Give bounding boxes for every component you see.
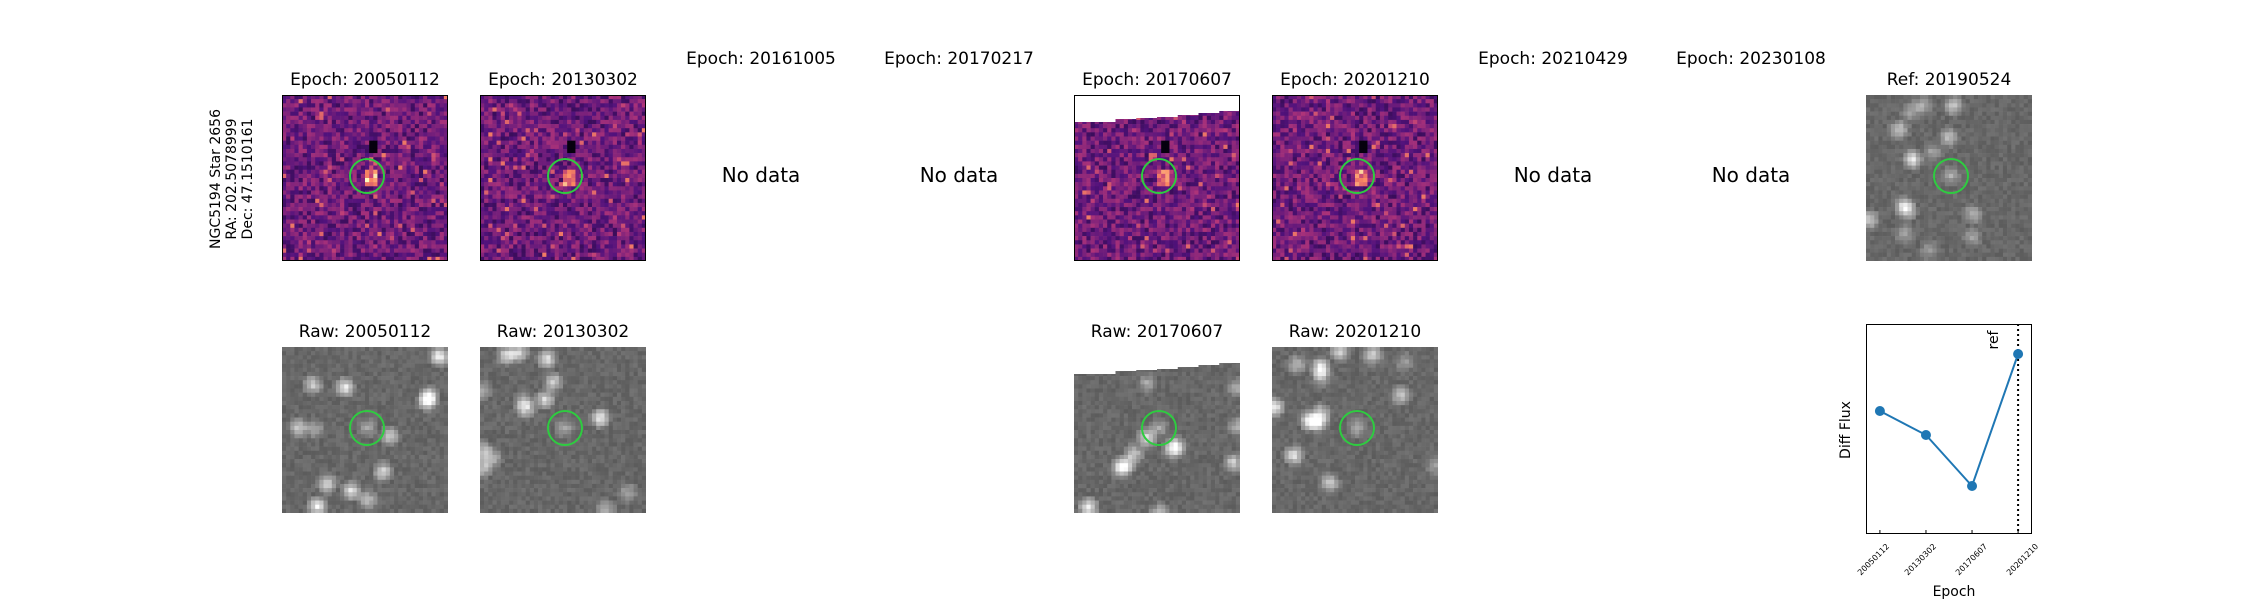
target-name: NGC5194 Star 2656 [208,109,224,249]
diff-title-0: Epoch: 20050112 [290,70,440,90]
diff-title-4: Epoch: 20170607 [1082,70,1232,90]
raw-title-2: Raw: 20170607 [1090,322,1224,342]
diff-title-3: Epoch: 20170217 [884,49,1034,69]
diff-title-6: Epoch: 20210429 [1478,49,1628,69]
diff-title-5: Epoch: 20201210 [1280,70,1430,90]
target-info-label: NGC5194 Star 2656 RA: 202.5078999 Dec: 4… [208,108,256,250]
ref-title: Ref: 20190524 [1886,70,2012,90]
x-tick-label-0: 20050112 [1856,542,1892,578]
diff-image-20201210 [1272,95,1438,261]
plot-frame [1866,324,2032,534]
diff-title-2: Epoch: 20161005 [686,49,836,69]
raw-image-20130302 [480,347,646,513]
raw-title-0: Raw: 20050112 [298,322,432,342]
diff-image-20170607 [1074,95,1240,261]
target-dec: Dec: 47.1510161 [240,118,256,240]
no-data-label-2: No data [721,163,801,187]
target-ra: RA: 202.5078999 [224,118,240,240]
x-tick-label-3: 20201210 [2005,542,2041,578]
data-point-20201210 [2013,349,2024,359]
raw-image-20170607 [1074,347,1240,513]
no-data-label-3: No data [919,163,999,187]
x-tick-label-1: 20130302 [1903,542,1939,578]
diff-image-20050112 [282,95,448,261]
diff-title-7: Epoch: 20230108 [1676,49,1826,69]
raw-title-1: Raw: 20130302 [496,322,630,342]
reference-image [1866,95,2032,261]
series-line [1879,353,2020,488]
data-point-20130302 [1920,430,1931,440]
no-data-label-7: No data [1711,163,1791,187]
raw-image-20201210 [1272,347,1438,513]
data-point-20170607 [1967,481,1978,491]
raw-title-3: Raw: 20201210 [1288,322,1422,342]
x-tick-label-2: 20170607 [1954,542,1990,578]
diff-title-1: Epoch: 20130302 [488,70,638,90]
light-curve-chart [1866,324,2032,534]
raw-image-20050112 [282,347,448,513]
data-point-20050112 [1874,406,1885,416]
diff-image-20130302 [480,95,646,261]
y-axis-label: Diff Flux [1838,401,1854,459]
x-axis-label: Epoch [1932,584,1976,600]
no-data-label-6: No data [1513,163,1593,187]
ref-line-label: ref [1986,330,2002,350]
